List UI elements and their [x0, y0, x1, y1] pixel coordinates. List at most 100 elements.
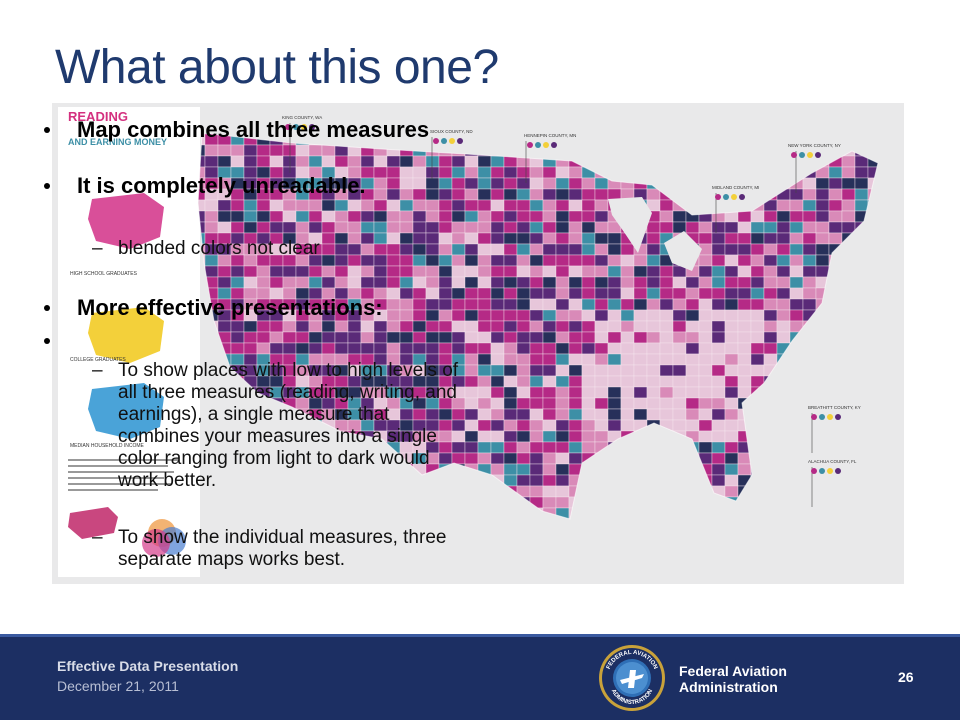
county-tile — [776, 397, 791, 410]
county-tile — [867, 485, 878, 498]
county-tile — [581, 342, 596, 355]
county-tile — [594, 210, 609, 223]
county-tile — [828, 353, 843, 366]
county-tile — [269, 276, 284, 289]
county-tile — [867, 331, 878, 344]
county-tile — [881, 310, 894, 321]
county-tile — [555, 331, 570, 344]
county-tile — [542, 342, 557, 355]
county-tile — [646, 496, 661, 509]
county-tile — [516, 496, 531, 509]
county-tile — [659, 144, 674, 157]
county-tile — [347, 210, 362, 223]
county-tile — [399, 265, 414, 278]
county-tile — [659, 397, 674, 410]
county-tile — [360, 276, 375, 289]
county-tile — [568, 397, 583, 410]
county-tile — [750, 342, 765, 355]
county-tile — [516, 166, 531, 179]
county-tile — [802, 287, 817, 300]
callout-label: ALACHUA COUNTY, FL — [808, 459, 857, 464]
county-tile — [724, 199, 739, 212]
county-tile — [881, 321, 894, 332]
county-tile — [516, 287, 531, 300]
county-tile — [295, 144, 310, 157]
county-tile — [776, 133, 791, 135]
county-tile — [607, 485, 622, 498]
county-tile — [841, 320, 856, 333]
county-tile — [425, 320, 440, 333]
county-tile — [256, 199, 271, 212]
county-tile — [724, 485, 739, 498]
county-tile — [464, 199, 479, 212]
county-tile — [815, 221, 830, 234]
county-tile — [633, 386, 648, 399]
county-tile — [503, 320, 518, 333]
county-tile — [881, 277, 894, 288]
county-tile — [750, 309, 765, 322]
county-tile — [516, 221, 531, 234]
county-tile — [568, 331, 583, 344]
county-tile — [672, 518, 687, 519]
county-tile — [243, 221, 258, 234]
county-tile — [308, 210, 323, 223]
county-tile — [555, 166, 570, 179]
county-tile — [308, 507, 323, 519]
county-tile — [802, 188, 817, 201]
county-tile — [334, 276, 349, 289]
county-tile — [867, 375, 878, 388]
county-tile — [243, 276, 258, 289]
county-tile — [802, 430, 817, 443]
county-tile — [763, 188, 778, 201]
county-tile — [698, 331, 713, 344]
county-tile — [425, 331, 440, 344]
county-tile — [854, 265, 869, 278]
county-tile — [529, 166, 544, 179]
county-tile — [646, 441, 661, 454]
county-tile — [568, 276, 583, 289]
county-tile — [750, 243, 765, 256]
county-tile — [646, 364, 661, 377]
county-tile — [308, 144, 323, 157]
county-tile — [568, 452, 583, 465]
county-tile — [789, 485, 804, 498]
footer-divider — [0, 634, 960, 637]
callout-dot — [551, 142, 557, 148]
county-tile — [789, 496, 804, 509]
county-tile — [711, 199, 726, 212]
county-tile — [516, 243, 531, 256]
county-tile — [438, 265, 453, 278]
county-tile — [881, 123, 894, 134]
county-tile — [633, 166, 648, 179]
county-tile — [373, 144, 388, 157]
county-tile — [646, 386, 661, 399]
county-tile — [594, 221, 609, 234]
county-tile — [776, 518, 791, 519]
county-tile — [516, 265, 531, 278]
county-tile — [529, 199, 544, 212]
county-tile — [568, 430, 583, 443]
county-tile — [815, 430, 830, 443]
county-tile — [503, 166, 518, 179]
county-tile — [724, 232, 739, 245]
county-tile — [685, 144, 700, 157]
county-tile — [464, 364, 479, 377]
county-tile — [633, 309, 648, 322]
county-tile — [790, 530, 803, 541]
county-tile — [750, 441, 765, 454]
county-tile — [724, 287, 739, 300]
county-tile — [516, 177, 531, 190]
county-tile — [542, 397, 557, 410]
county-tile — [789, 452, 804, 465]
bullet-marker — [44, 127, 50, 133]
county-tile — [828, 485, 843, 498]
county-tile — [815, 342, 830, 355]
county-tile — [724, 452, 739, 465]
county-tile — [750, 254, 765, 267]
county-tile — [516, 199, 531, 212]
slide-footer: Effective Data Presentation December 21,… — [0, 634, 960, 720]
county-tile — [555, 463, 570, 476]
county-tile — [828, 441, 843, 454]
county-tile — [620, 166, 635, 179]
county-tile — [295, 320, 310, 333]
